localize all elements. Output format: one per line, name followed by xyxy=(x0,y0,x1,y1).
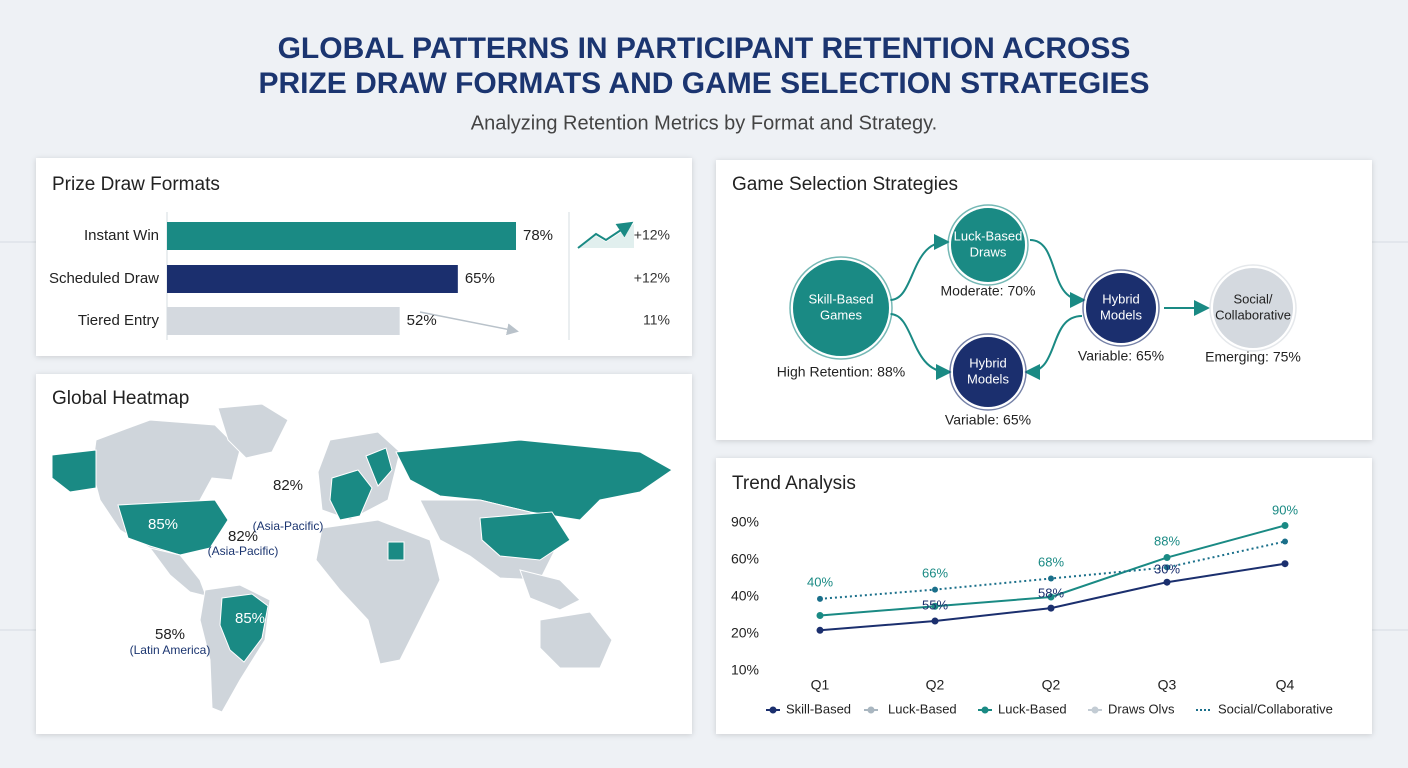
point xyxy=(932,586,938,593)
title: PRIZE DRAW FORMATS AND GAME SELECTION ST… xyxy=(258,67,1149,100)
bar xyxy=(167,307,400,335)
point xyxy=(1281,560,1289,568)
y-tick-label: 20% xyxy=(731,625,759,641)
legend-label: Social/Collaborative xyxy=(1218,701,1333,716)
change-label: 11% xyxy=(643,312,670,328)
change-label: +12% xyxy=(634,227,670,243)
panel-title: Trend Analysis xyxy=(732,473,856,494)
category-label: Instant Win xyxy=(84,227,159,244)
value-label: 78% xyxy=(523,227,553,244)
bar xyxy=(167,222,516,250)
node-caption: Variable: 65% xyxy=(945,412,1031,428)
node-caption: High Retention: 88% xyxy=(777,364,905,380)
arrow xyxy=(889,234,950,301)
arrow xyxy=(1029,239,1086,308)
map-value: 85% xyxy=(235,610,265,627)
subtitle: Analyzing Retention Metrics by Format an… xyxy=(471,112,938,134)
panel-title: Prize Draw Formats xyxy=(52,174,220,195)
point xyxy=(816,626,824,634)
y-tick-label: 40% xyxy=(731,588,759,604)
map-value: 85% xyxy=(148,516,178,533)
point xyxy=(1282,538,1288,545)
node-label: Social/ xyxy=(1233,291,1272,306)
point xyxy=(817,595,823,602)
annotation: 90% xyxy=(1272,502,1298,517)
map-value: 82% xyxy=(273,477,303,494)
annotation: 88% xyxy=(1154,533,1180,548)
node-label: Models xyxy=(1100,307,1142,322)
value-label: 65% xyxy=(465,270,495,287)
trend-icon xyxy=(577,221,634,249)
annotation: 58% xyxy=(1038,585,1064,600)
annotation: 30% xyxy=(1154,561,1180,576)
point xyxy=(931,617,939,625)
category-label: Tiered Entry xyxy=(78,312,160,329)
x-tick-label: Q3 xyxy=(1158,677,1177,693)
node-label: Collaborative xyxy=(1215,307,1291,322)
legend-marker xyxy=(1091,706,1099,714)
y-tick-label: 60% xyxy=(731,551,759,567)
point xyxy=(1164,564,1170,571)
node xyxy=(951,208,1025,282)
point xyxy=(816,612,824,619)
x-tick-label: Q4 xyxy=(1276,677,1295,693)
node-label: Models xyxy=(967,371,1009,386)
node xyxy=(793,260,889,356)
node xyxy=(1086,273,1156,343)
point xyxy=(1048,575,1054,582)
map-value: 58% xyxy=(155,626,185,643)
x-tick-label: Q2 xyxy=(926,677,945,693)
title: GLOBAL PATTERNS IN PARTICIPANT RETENTION… xyxy=(278,32,1131,65)
map-region: (Latin America) xyxy=(130,643,211,657)
x-tick-label: Q2 xyxy=(1042,677,1061,693)
value-label: 52% xyxy=(407,312,437,329)
panel-title: Game Selection Strategies xyxy=(732,174,958,195)
node-label: Hybrid xyxy=(969,355,1007,370)
y-tick-label: 90% xyxy=(731,514,759,530)
node xyxy=(953,337,1023,407)
annotation: 68% xyxy=(1038,554,1064,569)
node-caption: Moderate: 70% xyxy=(941,283,1036,299)
node-label: Games xyxy=(820,307,862,322)
legend-label: Skill-Based xyxy=(786,701,851,716)
panel-title: Global Heatmap xyxy=(52,388,189,409)
bar xyxy=(167,265,458,293)
legend-marker xyxy=(769,706,777,714)
annotation: 55% xyxy=(922,597,948,612)
annotation: 40% xyxy=(807,574,833,589)
trend-icon xyxy=(419,311,519,336)
y-tick-label: 10% xyxy=(731,662,759,678)
x-tick-label: Q1 xyxy=(811,677,830,693)
point xyxy=(1047,593,1055,601)
point xyxy=(1163,554,1171,562)
node xyxy=(1213,268,1293,348)
node-label: Skill-Based xyxy=(808,291,873,306)
map-value: 82% xyxy=(228,528,258,545)
map-region: (Asia-Pacific) xyxy=(208,544,279,558)
annotation: 66% xyxy=(922,565,948,580)
world-map xyxy=(51,403,673,713)
node-caption: Variable: 65% xyxy=(1078,348,1164,364)
point xyxy=(1281,521,1289,529)
category-label: Scheduled Draw xyxy=(49,270,159,287)
node-label: Luck-Based xyxy=(954,228,1023,243)
legend-label: Draws Olvs xyxy=(1108,701,1175,716)
legend-label: Luck-Based xyxy=(998,701,1067,716)
point xyxy=(1163,578,1171,586)
node-label: Hybrid xyxy=(1102,291,1140,306)
legend-marker xyxy=(867,706,875,714)
node-caption: Emerging: 75% xyxy=(1205,349,1301,365)
node-label: Draws xyxy=(970,244,1007,259)
point xyxy=(931,602,939,610)
arrow xyxy=(889,313,952,380)
change-label: +12% xyxy=(634,270,670,286)
panel xyxy=(716,458,1372,734)
point xyxy=(1047,604,1055,612)
trend-icon xyxy=(578,224,634,248)
legend-marker xyxy=(981,706,989,714)
legend-label: Luck-Based xyxy=(888,701,957,716)
arrow xyxy=(1024,315,1083,380)
map-region: (Asia-Pacific) xyxy=(253,519,324,533)
